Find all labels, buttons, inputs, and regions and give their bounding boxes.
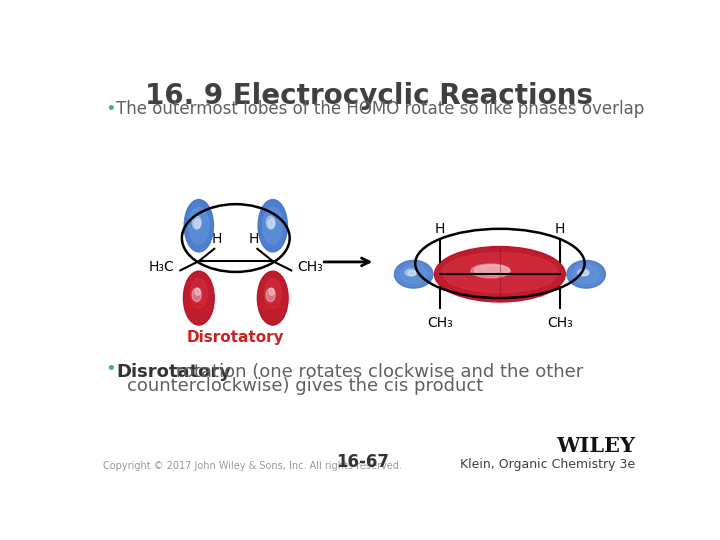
Ellipse shape (266, 288, 275, 302)
Text: WILEY: WILEY (557, 436, 636, 456)
Ellipse shape (405, 269, 417, 276)
Text: Copyright © 2017 John Wiley & Sons, Inc. All rights reserved.: Copyright © 2017 John Wiley & Sons, Inc.… (102, 461, 402, 471)
Text: rotation (one rotates clockwise and the other: rotation (one rotates clockwise and the … (171, 363, 584, 381)
Ellipse shape (573, 265, 599, 284)
Ellipse shape (189, 207, 209, 244)
Text: counterclockwise) gives the cis product: counterclockwise) gives the cis product (127, 377, 483, 395)
Ellipse shape (474, 265, 509, 275)
Ellipse shape (257, 271, 288, 325)
Ellipse shape (195, 288, 200, 295)
Text: •: • (106, 100, 117, 118)
Text: The outermost lobes of the HOMO rotate so like phases overlap: The outermost lobes of the HOMO rotate s… (117, 100, 644, 118)
Ellipse shape (269, 219, 274, 228)
Text: H: H (212, 232, 222, 246)
Ellipse shape (190, 279, 207, 308)
Text: •: • (106, 360, 117, 378)
Ellipse shape (434, 247, 565, 302)
Ellipse shape (580, 271, 588, 275)
Text: CH₃: CH₃ (427, 316, 453, 330)
Ellipse shape (264, 279, 282, 308)
Ellipse shape (184, 200, 213, 252)
Ellipse shape (258, 200, 287, 252)
Ellipse shape (192, 216, 201, 229)
Ellipse shape (194, 219, 200, 228)
Ellipse shape (442, 253, 558, 293)
Ellipse shape (269, 288, 274, 295)
Ellipse shape (577, 269, 589, 276)
Ellipse shape (263, 207, 283, 244)
Ellipse shape (184, 271, 215, 325)
Ellipse shape (400, 265, 427, 284)
Text: CH₃: CH₃ (547, 316, 573, 330)
Text: H: H (435, 222, 445, 236)
Text: Disrotatory: Disrotatory (187, 330, 284, 346)
Text: CH₃: CH₃ (297, 260, 323, 274)
Ellipse shape (266, 216, 275, 229)
Text: 16-67: 16-67 (336, 454, 390, 471)
Text: 16. 9 Electrocyclic Reactions: 16. 9 Electrocyclic Reactions (145, 82, 593, 110)
Text: H₃C: H₃C (148, 260, 174, 274)
Ellipse shape (395, 260, 433, 288)
Ellipse shape (567, 260, 606, 288)
Text: H: H (249, 232, 259, 246)
Text: H: H (555, 222, 565, 236)
Ellipse shape (471, 264, 510, 278)
Text: Klein, Organic Chemistry 3e: Klein, Organic Chemistry 3e (460, 458, 636, 471)
Ellipse shape (192, 288, 202, 302)
Text: Disrotatory: Disrotatory (117, 363, 231, 381)
Ellipse shape (408, 271, 415, 275)
